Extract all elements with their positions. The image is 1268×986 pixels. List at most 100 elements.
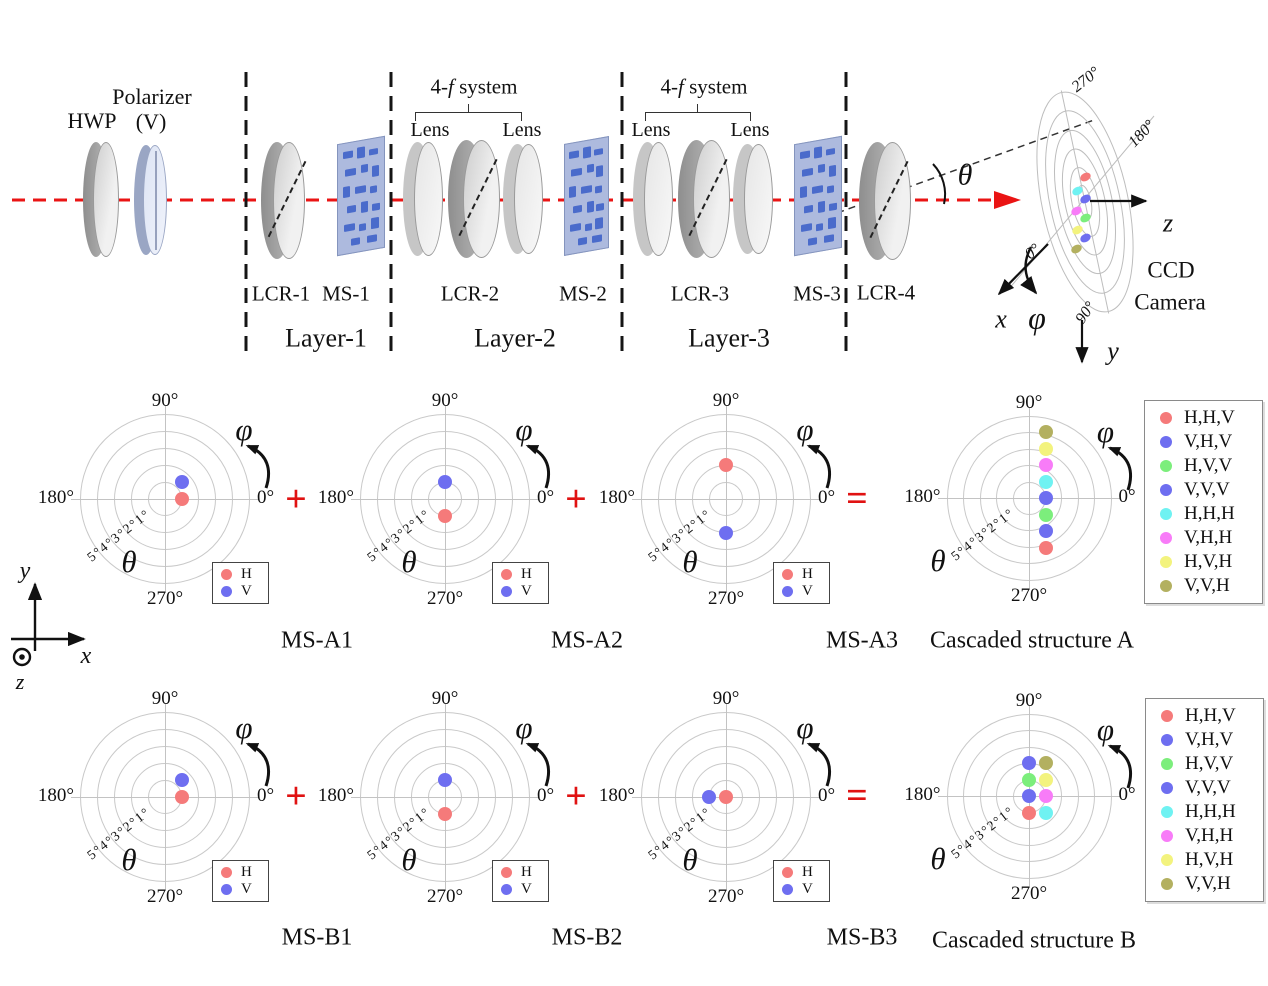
polar-plot-MS-B2: 90° 180° 0° 270° 5°4°3°2°1° θ φ H V [315,667,575,927]
ms-pattern-cell [803,204,813,214]
polar-plot-MS-B1: 90° 180° 0° 270° 5°4°3°2°1° θ φ H V [35,667,295,927]
beam-theta-label: θ [957,158,973,192]
legend-item-H,H,V: H,H,V [1154,705,1263,727]
legend-dot-H,H,H [1160,508,1172,521]
layer2-label: Layer-2 [474,323,556,353]
lens2a-front-face [414,142,443,256]
legend-dot-H,V,V [1160,460,1172,473]
fourf-f: f [448,74,454,99]
ms-pattern-cell [812,185,824,195]
hwp-waveplate [83,142,119,257]
fourf-suffix: system [683,74,748,99]
legend-item-V,V,V: V,V,V [1153,479,1262,501]
legend-label: V [802,583,813,600]
legend-dot-V,H,H [1160,532,1172,545]
ms-pattern-cell [582,146,591,159]
legend-label: V,V,H [1185,873,1231,895]
phi-arrow-icon [525,444,551,489]
polar-axis-vertical [445,405,446,593]
polar-plot-MS-B3: 90° 180° 0° 270° 5°4°3°2°1° θ φ H V [596,667,856,927]
ms-pattern-cell [371,202,380,211]
ms-pattern-cell [818,200,825,213]
data-point-V,H,V [1022,789,1036,803]
ms-pattern-cell [799,186,807,199]
theta-symbol: θ [401,544,417,579]
legend-item-V,H,V: V,H,V [1153,431,1262,453]
ms-pattern-cell [569,150,580,159]
legend-label: V [521,881,532,898]
fourf-bracket-layer2 [415,112,522,121]
y-axis-label: y [1107,336,1119,366]
polar-axis-vertical [165,703,166,891]
angle-label-0: 0° [537,785,555,806]
angle-label-270: 270° [146,886,184,907]
angle-label-0: 0° [257,785,275,806]
legend-box-cascaded-B: H,H,V V,H,V H,V,V V,V,V H,H,H V,H,H H,V,H V,V,H [1145,698,1264,903]
phi-arrow-icon [245,742,271,787]
ms-pattern-cell [581,185,593,195]
ms-pattern-cell [359,223,367,232]
ms-pattern-cell [370,216,379,229]
lcr4-element [859,142,911,260]
phi-symbol: φ [1096,711,1115,747]
data-point-V [175,773,189,787]
indicator-z-out-icon [12,647,32,667]
polarizer-axis-label: (V) [135,108,167,134]
hwp-front-face [93,142,119,257]
angle-label-180: 180° [904,486,941,507]
legend-dot-H [221,866,232,878]
operator-equals-2: = [846,477,868,520]
ms1-label: MS-1 [322,281,370,306]
ms-pattern-cell [342,186,350,199]
phi-symbol: φ [515,412,533,447]
lcr4-label: LCR-4 [856,280,916,305]
plot-title-MS-B3: MS-B3 [826,924,898,951]
beam-arrowhead [994,191,1021,209]
layer1-label: Layer-1 [285,323,367,353]
ms-pattern-cell [577,237,587,246]
ccd-spot-V,V,H [1069,242,1083,256]
angle-label-0: 0° [818,785,836,806]
fourf-bracket-tick-layer2 [468,104,469,112]
legend-label: V,V,V [1184,479,1230,501]
legend-dot-H [501,866,512,878]
legend-dot-H,H,H [1161,806,1173,819]
legend-item-V,H,H: V,H,H [1154,825,1263,847]
fourf-label-layer2: 4-f system [431,75,518,98]
ms-pattern-cell [799,150,810,160]
data-point-V,H,H [1038,789,1053,803]
theta-symbol: θ [121,544,137,579]
legend-item-H: H [216,864,265,880]
angle-label-180: 180° [598,487,635,508]
lcr3-label: LCR-3 [670,281,730,306]
legend-dot-H,H,V [1160,412,1172,425]
ccd-spot-V,H,V [1078,192,1092,206]
legend-label: H,V,V [1184,455,1233,477]
polarizer-label: Polarizer [112,83,192,109]
legend-dot-V,V,V [1160,484,1172,497]
data-point-V [175,475,189,489]
ms-pattern-cell [346,204,356,214]
ms-pattern-cell [361,163,368,173]
angle-label-90: 90° [712,688,740,709]
ms-pattern-cell [828,202,837,211]
lens-label-3a: Lens [631,119,671,141]
data-point-V [719,526,733,540]
angle-label-270: 270° [426,588,464,609]
polar-plot-MS-A3: 90° 180° 0° 270° 5°4°3°2°1° θ φ H V [596,369,856,629]
lcr3-front-face [692,140,730,258]
lens2b-element [503,144,543,254]
polar-axis-vertical [726,405,727,593]
target-angle-270: 270° [1068,63,1104,96]
polar-plot-cascaded-A: 90° 180° 0° 270° 5°4°3°2°1° θ φ [899,368,1159,628]
phi-symbol: φ [515,710,533,745]
angle-label-0: 0° [818,487,836,508]
target-phi-label: φ [1028,299,1046,336]
lens3a-element [633,142,673,256]
lcr2-element [448,140,500,258]
